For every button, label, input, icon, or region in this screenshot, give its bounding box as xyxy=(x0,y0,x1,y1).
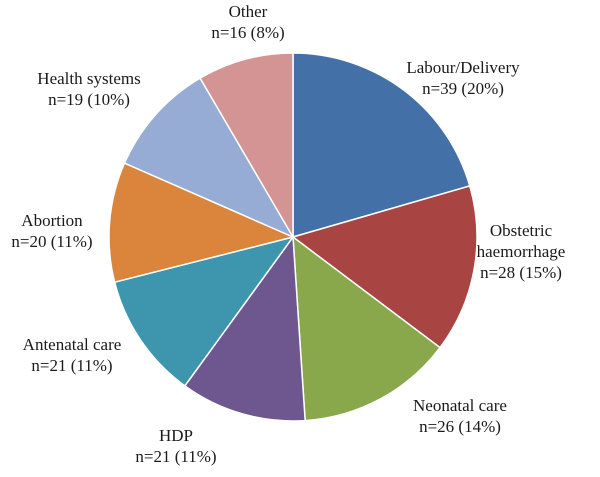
slice-category-label: haemorrhage xyxy=(477,242,566,261)
slice-count-label: n=28 (15%) xyxy=(480,263,562,282)
slice-category-label: Labour/Delivery xyxy=(406,58,520,77)
slice-label-neonatal-care: Neonatal care n=26 (14%) xyxy=(413,396,507,436)
slice-label-hdp: HDP n=21 (11%) xyxy=(135,426,216,466)
slice-category-label: Neonatal care xyxy=(413,396,507,415)
slice-category-label: Obstetric xyxy=(490,221,553,240)
slice-label-health-systems: Health systems n=19 (10%) xyxy=(37,69,140,109)
slice-count-label: n=21 (11%) xyxy=(31,356,112,375)
labels-layer: Labour/Delivery n=39 (20%) Obstetric haemor… xyxy=(11,2,565,466)
slice-count-label: n=16 (8%) xyxy=(211,23,284,42)
slice-category-label: Abortion xyxy=(21,211,83,230)
pie-slice-abortion xyxy=(108,162,296,284)
slice-count-label: n=39 (20%) xyxy=(422,79,504,98)
slice-count-label: n=21 (11%) xyxy=(135,447,216,466)
slice-count-label: n=19 (10%) xyxy=(48,90,130,109)
slice-label-obstetric-haemorrhage: Obstetric haemorrhage n=28 (15%) xyxy=(477,221,566,282)
slice-category-label: Other xyxy=(229,2,268,21)
slice-category-label: Antenatal care xyxy=(23,335,122,354)
slice-label-abortion: Abortion n=20 (11%) xyxy=(11,211,92,251)
pie-slice-hdp xyxy=(183,234,306,422)
slice-label-labour-delivery: Labour/Delivery n=39 (20%) xyxy=(406,58,520,98)
pie-slice-other xyxy=(199,52,294,240)
slice-category-label: HDP xyxy=(159,426,193,445)
slice-count-label: n=26 (14%) xyxy=(419,417,501,436)
pie-slice-antenatal-care xyxy=(113,235,295,387)
pie-slice-obstetric-haemorrhage xyxy=(291,185,478,349)
slice-category-label: Health systems xyxy=(37,69,140,88)
slice-count-label: n=20 (11%) xyxy=(11,232,92,251)
pie-slice-neonatal-care xyxy=(292,235,442,422)
pie-slice-labour-delivery xyxy=(292,52,471,238)
slice-label-other: Other n=16 (8%) xyxy=(211,2,284,42)
slice-label-antenatal-care: Antenatal care n=21 (11%) xyxy=(23,335,122,375)
slices-layer xyxy=(108,52,478,422)
pie-slice-health-systems xyxy=(123,77,295,239)
